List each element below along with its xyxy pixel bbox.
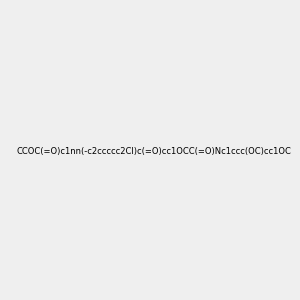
Text: CCOC(=O)c1nn(-c2ccccc2Cl)c(=O)cc1OCC(=O)Nc1ccc(OC)cc1OC: CCOC(=O)c1nn(-c2ccccc2Cl)c(=O)cc1OCC(=O)… [16, 147, 291, 156]
